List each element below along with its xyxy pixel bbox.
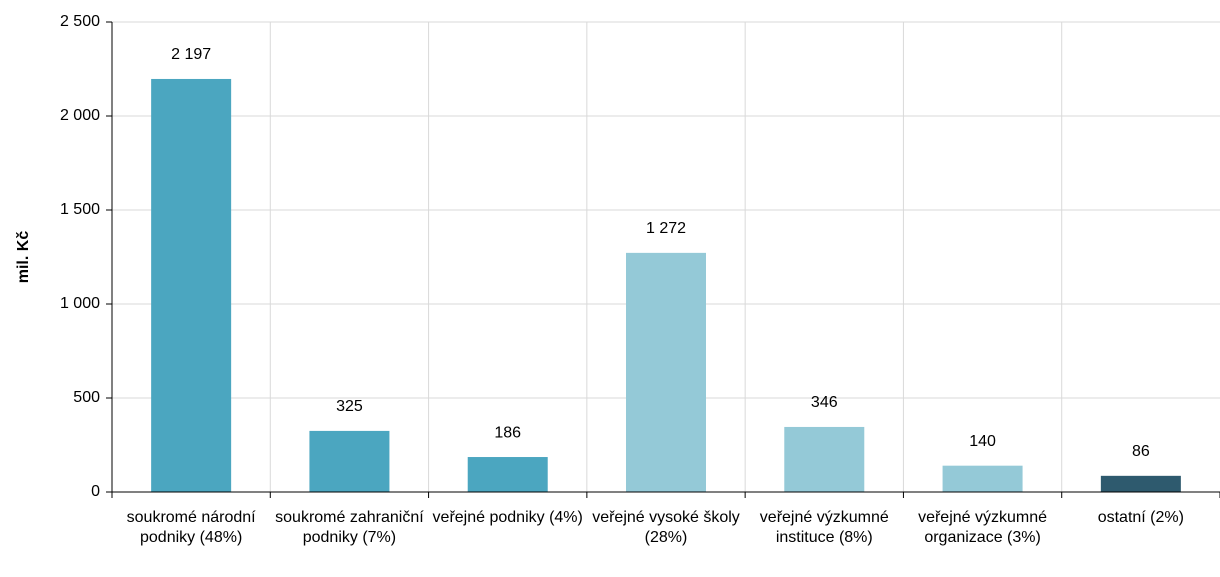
y-tick-label: 1 000 — [60, 295, 100, 312]
bar — [784, 426, 865, 492]
data-label: 86 — [1132, 443, 1150, 460]
x-tick-label: ostatní (2%) — [1097, 509, 1184, 526]
y-tick-label: 0 — [91, 483, 100, 500]
y-tick-label: 2 500 — [60, 13, 100, 30]
data-label: 140 — [969, 433, 996, 450]
x-tick-label: soukromé zahraniční podniky (7%) — [275, 509, 424, 546]
data-label: 346 — [811, 394, 838, 411]
y-axis-label: mil. Kč — [15, 231, 32, 284]
x-tick-label: veřejné podniky (4%) — [432, 509, 583, 526]
data-label: 2 197 — [171, 46, 211, 63]
bar — [467, 457, 548, 492]
bar — [151, 78, 232, 493]
bar — [309, 430, 390, 492]
data-label: 186 — [494, 424, 521, 441]
data-label: 1 272 — [646, 220, 686, 237]
y-tick-label: 2 000 — [60, 107, 100, 124]
bar — [1100, 475, 1181, 492]
x-tick-label: veřejné výzkumné instituce (8%) — [759, 509, 889, 546]
x-tick-label: veřejné výzkumné organizace (3%) — [918, 509, 1048, 546]
data-label: 325 — [336, 398, 363, 415]
bar — [942, 465, 1023, 492]
x-tick-label: veřejné vysoké školy (28%) — [592, 509, 740, 546]
y-tick-label: 1 500 — [60, 201, 100, 218]
y-tick-label: 500 — [73, 389, 100, 406]
x-tick-label: soukromé národní podniky (48%) — [126, 509, 256, 546]
bar — [626, 252, 706, 492]
